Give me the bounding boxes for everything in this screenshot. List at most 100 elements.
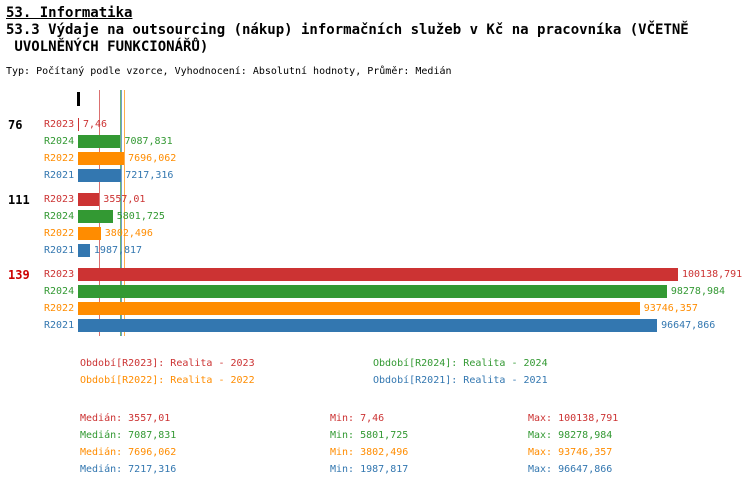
series-label: R2021 (44, 320, 75, 331)
report-header: 53. Informatika 53.3 Výdaje na outsourci… (6, 4, 746, 78)
bar-row: R2021 7217,316 (0, 167, 750, 184)
stat-min: Min: 7,46 (330, 413, 385, 424)
bar-row: 111 R2023 3557,01 (0, 191, 750, 208)
bar (78, 210, 113, 223)
chart-area: 76 R2023 7,46 R2024 7087,831 R2022 7696,062 R20… (0, 88, 750, 340)
series-label: R2023 (44, 269, 75, 280)
bar-track: 3802,496 (78, 227, 750, 240)
group-label: 111 (8, 192, 30, 207)
series-label: R2023 (44, 119, 75, 130)
series-label: R2024 (44, 286, 75, 297)
stat-min: Min: 1987,817 (330, 464, 409, 475)
bar-row: R2021 96647,866 (0, 317, 750, 334)
stats-row-r2021: Medián: 7217,316 Min: 1987,817 Max: 9664… (0, 464, 750, 481)
bar-track: 96647,866 (78, 319, 750, 332)
bar-track: 7696,062 (78, 152, 750, 165)
bar-value: 7696,062 (128, 153, 177, 164)
series-label: R2022 (44, 153, 75, 164)
bar-value: 100138,791 (682, 269, 743, 280)
stat-max: Max: 100138,791 (528, 413, 619, 424)
stat-max: Max: 96647,866 (528, 464, 613, 475)
bar-track: 7,46 (78, 118, 750, 131)
bar-value: 7087,831 (124, 136, 173, 147)
bar (78, 118, 79, 131)
bar (78, 302, 640, 315)
series-label: R2021 (44, 245, 75, 256)
bar-value: 98278,984 (670, 286, 726, 297)
bar-row: R2024 7087,831 (0, 133, 750, 150)
stats-summary: Medián: 3557,01 Min: 7,46 Max: 100138,79… (0, 413, 750, 481)
stat-median: Medián: 7087,831 (80, 430, 177, 441)
bar-group: 76 R2023 7,46 R2024 7087,831 R2022 7696,062 R20… (0, 116, 750, 184)
series-label: R2022 (44, 303, 75, 314)
bar (78, 193, 100, 206)
legend-item-r2021: Období[R2021]: Realita - 2021 (373, 375, 548, 386)
stat-max: Max: 98278,984 (528, 430, 613, 441)
bar-group: 139 R2023 100138,791 R2024 98278,984 R2022 937… (0, 266, 750, 334)
bar (78, 135, 121, 148)
bar-row: R2022 7696,062 (0, 150, 750, 167)
bar (78, 169, 122, 182)
legend-item-r2023: Období[R2023]: Realita - 2023 (80, 358, 255, 369)
bar-value: 96647,866 (661, 320, 716, 331)
stat-median: Medián: 7217,316 (80, 464, 177, 475)
chart-rows: 76 R2023 7,46 R2024 7087,831 R2022 7696,062 R20… (0, 116, 750, 341)
bar-track: 1987,817 (78, 244, 750, 257)
series-label: R2022 (44, 228, 75, 239)
bar-row: R2024 5801,725 (0, 208, 750, 225)
bar-group: 111 R2023 3557,01 R2024 5801,725 R2022 3802,49… (0, 191, 750, 259)
series-label: R2024 (44, 136, 75, 147)
median-line-r2022 (124, 90, 126, 336)
legend-row: Období[R2022]: Realita - 2022 Období[R20… (0, 375, 750, 392)
bar-value: 3802,496 (104, 228, 153, 239)
bar-row: R2021 1987,817 (0, 242, 750, 259)
bar-row: 139 R2023 100138,791 (0, 266, 750, 283)
bar-track: 100138,791 (78, 268, 750, 281)
series-label: R2024 (44, 211, 75, 222)
bar (78, 285, 667, 298)
bar-row: R2022 93746,357 (0, 300, 750, 317)
median-line-r2024 (120, 90, 122, 336)
legend: Období[R2023]: Realita - 2023 Období[R20… (0, 358, 750, 392)
stat-median: Medián: 3557,01 (80, 413, 171, 424)
bar-track: 98278,984 (78, 285, 750, 298)
report-meta: Typ: Počítaný podle vzorce, Vyhodnocení:… (6, 66, 452, 77)
stats-row-r2024: Medián: 7087,831 Min: 5801,725 Max: 9827… (0, 430, 750, 447)
series-label: R2021 (44, 170, 75, 181)
stat-min: Min: 5801,725 (330, 430, 409, 441)
legend-row: Období[R2023]: Realita - 2023 Období[R20… (0, 358, 750, 375)
bar (78, 244, 90, 257)
stats-row-r2022: Medián: 7696,062 Min: 3802,496 Max: 9374… (0, 447, 750, 464)
page-subtitle-line1: 53.3 Výdaje na outsourcing (nákup) infor… (6, 22, 689, 38)
bar-value: 1987,817 (93, 245, 143, 256)
bar-value: 7,46 (83, 119, 108, 130)
bar-row: 76 R2023 7,46 (0, 116, 750, 133)
stat-max: Max: 93746,357 (528, 447, 613, 458)
legend-item-r2022: Období[R2022]: Realita - 2022 (80, 375, 255, 386)
bar-value: 3557,01 (103, 194, 146, 205)
bar (78, 152, 125, 165)
page-title: 53. Informatika (6, 5, 133, 21)
bar-value: 93746,357 (643, 303, 698, 314)
page-subtitle-line2: UVOLNĚNÝCH FUNKCIONÁŘŮ) (6, 39, 209, 55)
series-label: R2023 (44, 194, 75, 205)
bar-track: 3557,01 (78, 193, 750, 206)
axis-origin-tick (77, 92, 80, 106)
bar-track: 5801,725 (78, 210, 750, 223)
bar-track: 7087,831 (78, 135, 750, 148)
bar (78, 319, 658, 332)
bar-track: 7217,316 (78, 169, 750, 182)
stat-min: Min: 3802,496 (330, 447, 409, 458)
bar-row: R2022 3802,496 (0, 225, 750, 242)
bar-value: 5801,725 (116, 211, 165, 222)
stat-median: Medián: 7696,062 (80, 447, 177, 458)
bar-value: 7217,316 (125, 170, 174, 181)
group-label: 76 (8, 117, 23, 132)
bar-row: R2024 98278,984 (0, 283, 750, 300)
bar (78, 268, 678, 281)
bar-track: 93746,357 (78, 302, 750, 315)
group-label: 139 (8, 267, 30, 282)
median-line-r2021 (121, 90, 123, 336)
bar (78, 227, 101, 240)
